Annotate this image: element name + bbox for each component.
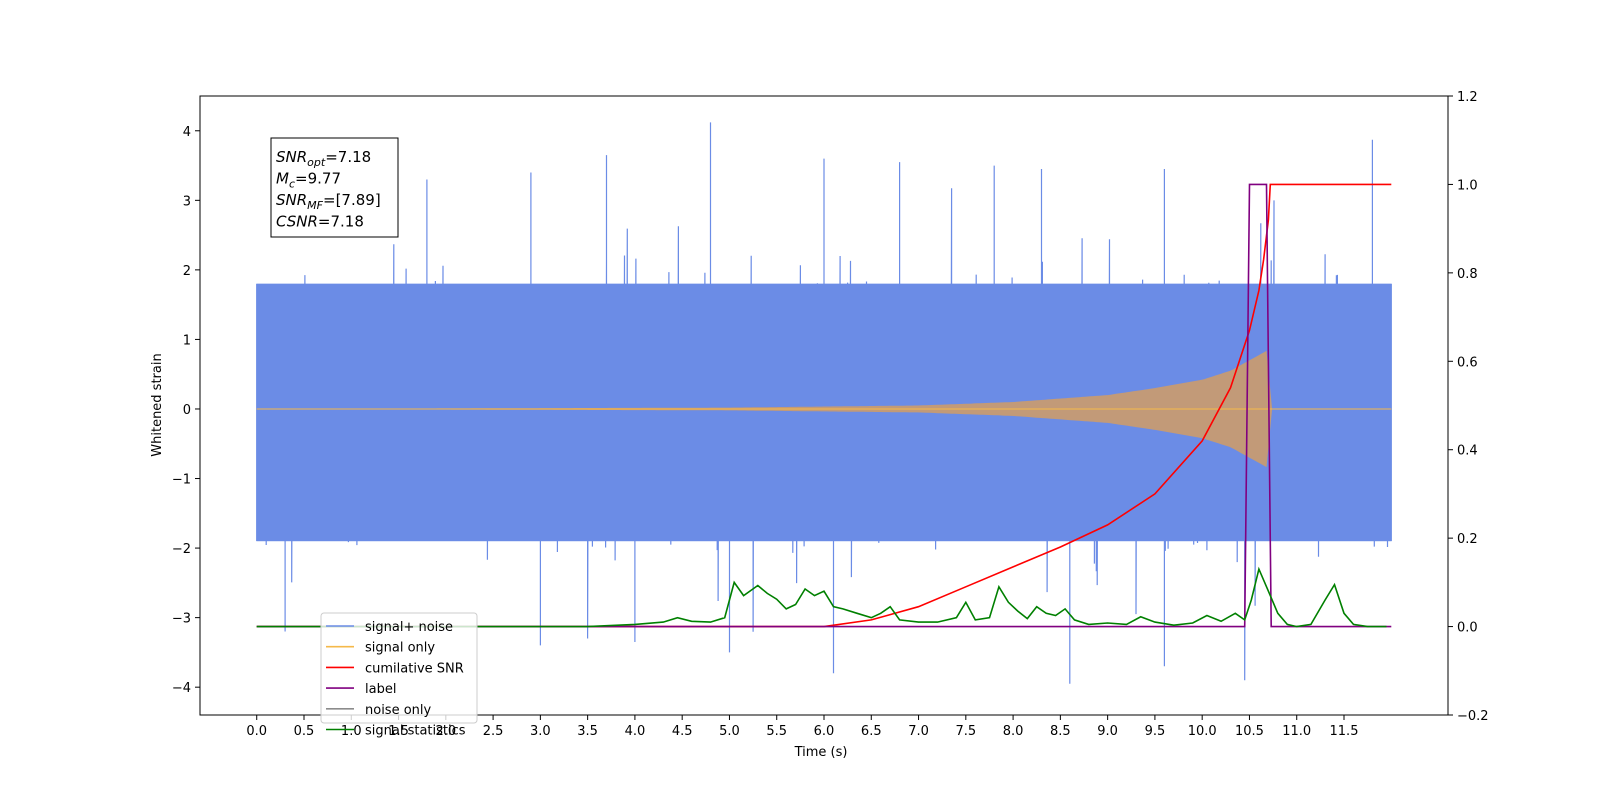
x-tick-label: 6.0 — [814, 724, 835, 739]
y2-tick-label: 1.2 — [1457, 90, 1478, 105]
y2-tick-label: 0.2 — [1457, 532, 1478, 547]
x-tick-label: 2.0 — [435, 724, 456, 739]
x-tick-label: 11.5 — [1330, 724, 1359, 739]
x-tick-label: 5.5 — [766, 724, 787, 739]
legend-entry-label: noise only — [365, 703, 432, 718]
y-tick-label: −2 — [172, 542, 191, 557]
x-tick-label: 10.5 — [1235, 724, 1264, 739]
x-tick-label: 6.5 — [861, 724, 882, 739]
series-label — [256, 183, 1392, 628]
y2-tick-label: 1.0 — [1457, 178, 1478, 193]
y-tick-label: −4 — [172, 681, 191, 696]
y-axis-right-ticks: −0.2 0.0 0.2 0.4 0.6 0.8 1.0 1.2 — [1448, 90, 1489, 724]
x-axis-label: Time (s) — [794, 745, 848, 760]
y2-tick-label: 0.8 — [1457, 267, 1478, 282]
legend-entry-label: cumilative SNR — [365, 661, 464, 676]
x-tick-label: 8.0 — [1003, 724, 1024, 739]
info-value: =[7.89] — [323, 191, 381, 209]
legend: signal+ noise signal only cumilative SNR la… — [320, 612, 478, 739]
info-symbol: SNR — [276, 148, 307, 166]
info-symbol: M — [276, 170, 289, 188]
y-tick-label: −3 — [172, 612, 191, 627]
info-line: SNRMF=[7.89] — [276, 191, 381, 212]
info-value: =7.18 — [318, 213, 364, 231]
info-symbol: CSNR — [276, 213, 318, 231]
x-tick-label: 7.0 — [908, 724, 929, 739]
y-tick-label: 4 — [183, 125, 191, 140]
info-symbol: SNR — [276, 191, 307, 209]
y-axis-left-ticks: −4 −3 −2 −1 0 1 2 3 4 — [172, 125, 200, 696]
x-tick-label: 8.5 — [1050, 724, 1071, 739]
info-box-frame — [270, 137, 399, 238]
x-tick-label: 9.5 — [1145, 724, 1166, 739]
info-subscript: MF — [307, 199, 323, 212]
info-line: SNRopt=7.18 — [276, 148, 371, 169]
info-line: CSNR=7.18 — [276, 213, 364, 231]
y2-tick-label: 0.0 — [1457, 621, 1478, 636]
legend-frame — [320, 612, 478, 724]
x-tick-label: 10.0 — [1188, 724, 1217, 739]
x-tick-label: 4.5 — [672, 724, 693, 739]
x-tick-label: 3.5 — [577, 724, 598, 739]
x-tick-label: 11.0 — [1282, 724, 1311, 739]
series-signal-statistics — [256, 566, 1387, 628]
legend-entry-label: signal+ noise — [365, 620, 453, 635]
x-tick-label: 1.5 — [388, 724, 409, 739]
x-tick-label: 9.0 — [1097, 724, 1118, 739]
y-tick-label: 3 — [183, 194, 191, 209]
y2-tick-label: 0.6 — [1457, 355, 1478, 370]
info-subscript: c — [289, 178, 295, 191]
series-layer — [256, 122, 1392, 684]
info-line: Mc=9.77 — [276, 170, 341, 191]
y-tick-label: 2 — [183, 264, 191, 279]
legend-entry-label: label — [365, 682, 396, 697]
info-value: =9.77 — [295, 170, 341, 188]
x-tick-label: 0.0 — [246, 724, 267, 739]
series-cumilative-snr — [256, 183, 1392, 628]
x-tick-label: 4.0 — [625, 724, 646, 739]
x-tick-label: 1.0 — [341, 724, 362, 739]
legend-entry-label: signal only — [365, 641, 435, 656]
x-tick-label: 7.5 — [955, 724, 976, 739]
y-axis-label: Whitened strain — [150, 353, 165, 456]
y-tick-label: 1 — [183, 333, 191, 348]
y-tick-label: −1 — [172, 473, 191, 488]
x-tick-label: 5.0 — [719, 724, 740, 739]
x-tick-label: 3.0 — [530, 724, 551, 739]
y2-tick-label: 0.4 — [1457, 444, 1478, 459]
x-tick-label: 2.5 — [483, 724, 504, 739]
y2-tick-label: −0.2 — [1457, 709, 1489, 724]
y-tick-label: 0 — [183, 403, 191, 418]
info-value: =7.18 — [325, 148, 371, 166]
x-tick-label: 0.5 — [294, 724, 315, 739]
info-subscript: opt — [307, 156, 326, 169]
legend-entry-label: signal statistics — [365, 724, 466, 739]
